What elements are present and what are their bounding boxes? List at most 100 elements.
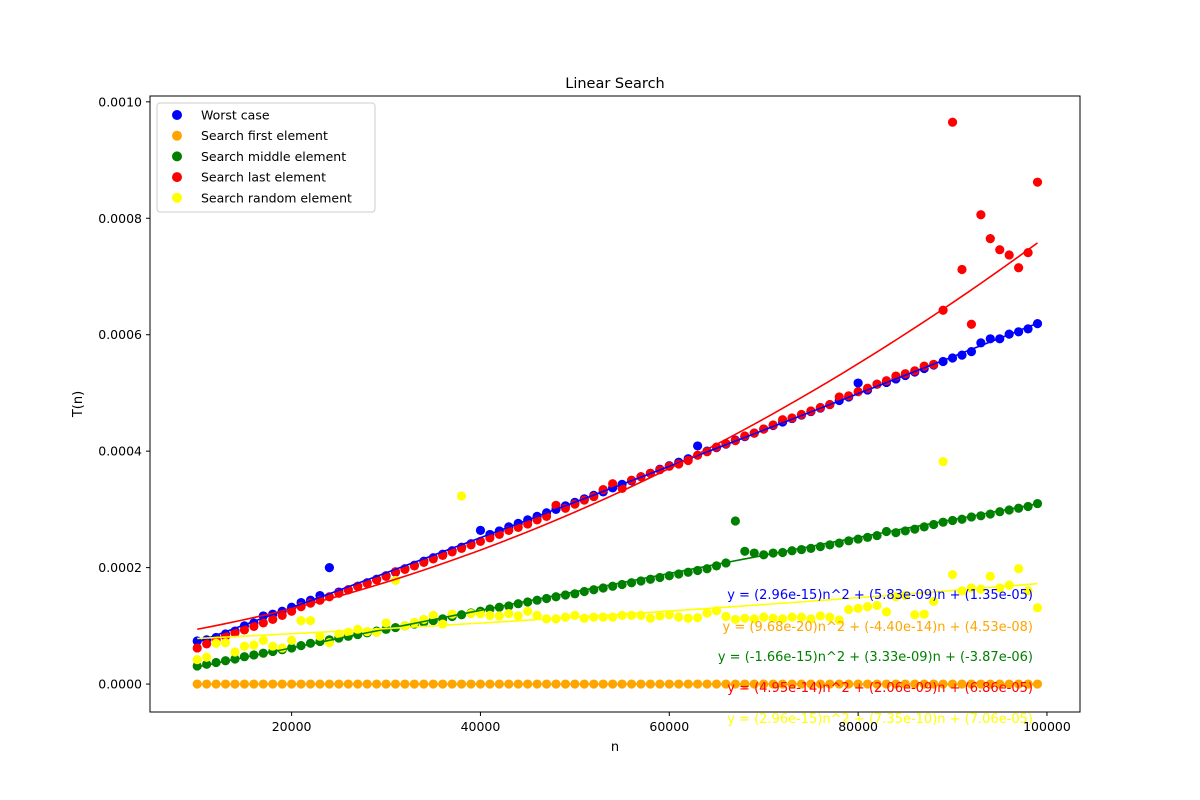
- data-point: [730, 614, 740, 625]
- data-point: [777, 614, 788, 624]
- data-point: [787, 612, 797, 622]
- y-tick-label: 0.0008: [98, 211, 142, 226]
- data-point: [353, 624, 363, 634]
- data-point: [1023, 586, 1033, 596]
- data-point: [796, 544, 807, 555]
- data-point: [919, 609, 929, 619]
- data-point: [1032, 177, 1043, 187]
- data-point: [626, 610, 637, 620]
- data-point: [938, 457, 948, 467]
- x-tick-label: 20000: [272, 719, 312, 734]
- data-point: [1014, 263, 1024, 273]
- y-tick-label: 0.0006: [98, 327, 142, 342]
- data-point: [202, 639, 212, 649]
- y-tick-label: 0.0002: [98, 560, 142, 575]
- data-point: [740, 613, 750, 623]
- data-point: [249, 621, 259, 632]
- x-tick-label: 40000: [461, 719, 501, 734]
- data-point: [258, 635, 268, 645]
- data-point: [324, 563, 334, 573]
- data-point: [966, 512, 977, 522]
- data-point: [966, 583, 977, 593]
- data-point: [995, 583, 1005, 593]
- data-point: [768, 613, 778, 623]
- data-point: [730, 516, 740, 526]
- y-tick-label: 0.0000: [98, 677, 142, 692]
- series-4-points: [192, 457, 1043, 665]
- x-axis: 20000 40000 60000 80000 100000: [272, 712, 1071, 734]
- x-tick-label: 60000: [649, 719, 689, 734]
- data-point: [862, 602, 873, 612]
- x-tick-label: 80000: [838, 719, 878, 734]
- data-point: [995, 245, 1005, 255]
- data-point: [976, 584, 986, 594]
- data-point: [655, 611, 665, 621]
- data-point: [192, 643, 202, 653]
- data-point: [1023, 248, 1033, 258]
- y-tick-label: 0.0004: [98, 444, 142, 459]
- data-point: [268, 641, 278, 651]
- legend-label: Search middle element: [201, 149, 346, 164]
- data-point: [475, 525, 486, 535]
- data-point: [645, 613, 656, 623]
- fit-equation-label: y = (2.96e-15)n^2 + (5.83e-09)n + (1.35e…: [727, 588, 1033, 603]
- data-point: [617, 610, 627, 620]
- data-point: [740, 546, 750, 556]
- data-point: [1032, 603, 1043, 613]
- data-point: [825, 612, 835, 622]
- data-point: [456, 491, 467, 501]
- series-0-fit-line: [196, 322, 1038, 643]
- data-point: [220, 638, 231, 648]
- data-point: [664, 610, 674, 620]
- data-point: [192, 661, 202, 671]
- data-point: [947, 117, 958, 127]
- data-point: [532, 610, 542, 620]
- data-point: [589, 612, 599, 622]
- data-point: [192, 655, 202, 665]
- data-point: [966, 347, 977, 357]
- axes-frame: [149, 95, 1081, 713]
- data-point: [815, 611, 825, 621]
- data-point: [277, 610, 287, 620]
- data-point: [428, 610, 438, 620]
- data-point: [494, 611, 504, 621]
- fit-equation-label: y = (9.68e-20)n^2 + (-4.40e-14)n + (4.53…: [723, 620, 1033, 635]
- data-point: [268, 614, 278, 625]
- data-point: [853, 603, 863, 613]
- data-point: [693, 613, 703, 623]
- data-point: [315, 631, 325, 641]
- data-point: [947, 515, 958, 526]
- data-point: [976, 210, 986, 220]
- legend-marker: [172, 192, 182, 203]
- data-point: [1004, 250, 1014, 260]
- data-point: [570, 610, 580, 620]
- data-point: [711, 561, 722, 571]
- fit-lines: [196, 242, 1038, 685]
- data-point: [749, 614, 759, 624]
- data-point: [447, 609, 457, 619]
- data-point: [249, 640, 259, 650]
- fit-equation-label: y = (-1.66e-15)n^2 + (3.33e-09)n + (-3.8…: [718, 650, 1033, 665]
- data-point: [287, 635, 297, 645]
- fit-equation-label: y = (2.96e-15)n^2 + (7.35e-10)n + (7.06e…: [727, 712, 1033, 727]
- data-point: [1004, 505, 1014, 515]
- data-point: [796, 612, 807, 622]
- data-point: [844, 604, 854, 615]
- data-point: [523, 606, 533, 616]
- data-point: [683, 613, 693, 623]
- y-axis: 0.0000 0.0002 0.0004 0.0006 0.0008 0.0010: [98, 94, 150, 692]
- data-point: [947, 569, 958, 580]
- legend-label: Search first element: [201, 128, 328, 143]
- legend-items: Worst case Search first element Search mid…: [172, 108, 352, 205]
- data-point: [230, 647, 240, 657]
- data-point: [192, 679, 202, 689]
- data-point: [579, 586, 589, 597]
- data-point: [202, 659, 212, 669]
- legend-label: Search random element: [201, 190, 352, 205]
- data-point: [702, 608, 712, 618]
- data-point: [504, 609, 514, 619]
- fit-equation-labels: y = (2.96e-15)n^2 + (5.83e-09)n + (1.35e…: [718, 588, 1033, 727]
- data-point: [759, 612, 769, 622]
- data-point: [523, 597, 533, 607]
- data-point: [853, 378, 863, 388]
